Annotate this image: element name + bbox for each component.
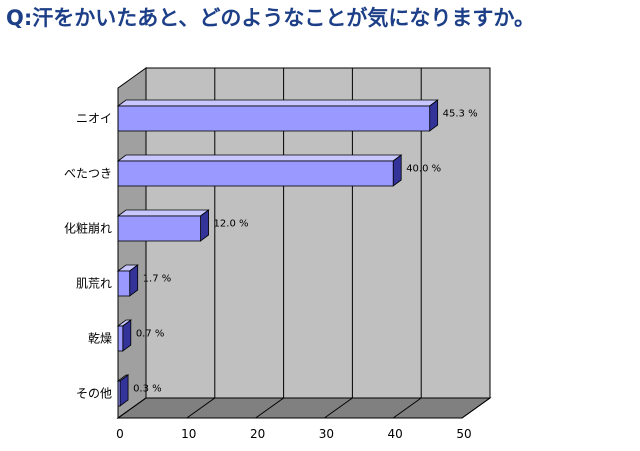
value-label: 0.7 % [136,329,165,340]
bar-side [119,374,129,407]
gridline-floor [117,397,147,419]
value-label: 0.3 % [133,384,162,395]
gridline-floor [392,397,422,419]
category-label: 肌荒れ [76,277,112,291]
bars [116,99,439,407]
x-tick-label: 30 [319,427,334,441]
value-label: 12.0 % [214,219,249,230]
category-label: 乾燥 [88,332,112,346]
category-label: ニオイ [76,112,112,126]
x-tick-label: 10 [181,427,196,441]
gridline-floor [461,397,491,419]
bar-side [122,319,132,352]
bar-side [392,154,402,187]
bar-top [116,209,210,217]
value-label: 45.3 % [443,109,478,120]
chart-title: Q:汗をかいたあと、どのようなことが気になりますか。 [6,6,535,30]
x-tick-label: 50 [456,427,471,441]
category-label: べたつき [64,167,112,181]
bar [117,105,431,132]
bar [117,160,394,187]
bar-side [429,99,439,132]
category-label: 化粧崩れ [64,222,112,236]
value-labels: 45.3 % 40.0 % 12.0 % 1.7 % 0.7 % 0.3 % [133,109,478,395]
axes [117,88,462,419]
plot-floor [116,397,492,419]
bar-top [116,154,403,162]
gridline-floor [255,397,284,419]
bar [117,270,131,297]
category-label: その他 [76,387,112,401]
bar-top [116,99,439,107]
value-label: 1.7 % [143,274,172,285]
gridline-floor [324,397,353,419]
bar [117,325,124,352]
x-tick-label: 0 [116,427,124,441]
bar-side [129,264,139,297]
x-tick-label: 20 [250,427,265,441]
bar [117,215,201,242]
x-tick-labels: 0 10 20 30 40 50 [116,427,471,441]
gridline-floor [186,397,216,419]
bar-side [200,209,209,242]
x-tick-label: 40 [388,427,403,441]
value-label: 40.0 % [406,164,441,175]
